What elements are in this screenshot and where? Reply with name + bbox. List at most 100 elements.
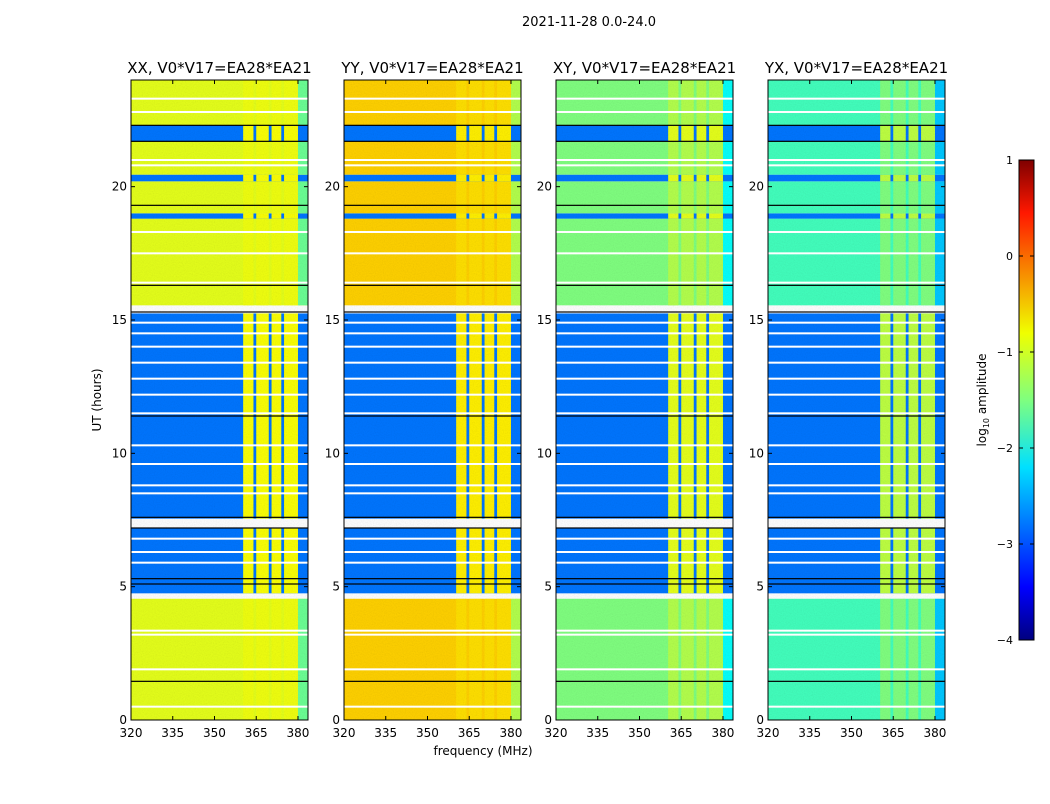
flag-line: [768, 492, 945, 495]
black-line: [344, 204, 521, 206]
y-axis-label: UT (hours): [90, 368, 104, 431]
flag-line: [768, 412, 945, 415]
flag-line: [768, 393, 945, 396]
flag-line: [344, 633, 521, 636]
flag-line: [768, 561, 945, 564]
y-tick-label: 5: [544, 580, 552, 594]
flag-line: [131, 361, 308, 364]
colorbar-label: log10 amplitude: [975, 354, 991, 447]
y-tick-label: 20: [112, 180, 127, 194]
colorbar-tick-label: −2: [997, 442, 1013, 455]
flag-line: [768, 463, 945, 465]
flag-line: [556, 345, 733, 348]
black-line: [344, 284, 521, 286]
colorbar-tick-label: 1: [1006, 154, 1013, 167]
x-tick-label: 320: [757, 726, 780, 740]
noise-overlay: [768, 80, 945, 720]
y-tick-label: 20: [537, 180, 552, 194]
black-line: [768, 415, 945, 417]
heatmap-panel: YY, V0*V17=EA28*EA21 320 335 350 365 380 0 5 10 1…: [325, 59, 524, 740]
y-tick-label: 15: [537, 313, 552, 327]
panel-title: YX, V0*V17=EA28*EA21: [764, 59, 948, 77]
x-tick-label: 320: [333, 726, 356, 740]
y-tick-label: 10: [537, 446, 552, 460]
x-tick-label: 380: [712, 726, 735, 740]
flag-line: [344, 281, 521, 284]
y-tick-label: 10: [112, 446, 127, 460]
y-tick-label: 5: [332, 580, 340, 594]
flag-line: [131, 484, 308, 487]
y-tick-label: 15: [325, 313, 340, 327]
panel-frame: [555, 79, 734, 721]
y-tick-label: 0: [119, 713, 127, 727]
black-line: [344, 578, 521, 580]
x-tick-label: 335: [798, 726, 821, 740]
flag-line: [556, 321, 733, 324]
x-tick-label: 350: [203, 726, 226, 740]
flag-line: [344, 668, 521, 671]
black-line: [768, 516, 945, 518]
flag-line: [344, 361, 521, 364]
black-line: [131, 124, 308, 126]
flag-line: [344, 97, 521, 100]
flag-line: [556, 393, 733, 396]
flag-line: [344, 561, 521, 564]
y-tick-label: 5: [756, 580, 764, 594]
flag-line: [768, 668, 945, 671]
black-line: [131, 284, 308, 286]
x-tick-label: 335: [586, 726, 609, 740]
panel-frame: [343, 79, 522, 721]
flag-line: [131, 111, 308, 113]
x-tick-label: 350: [416, 726, 439, 740]
flag-line: [768, 484, 945, 487]
flag-line: [131, 164, 308, 167]
flag-line: [768, 537, 945, 540]
flag-line: [131, 537, 308, 540]
black-line: [768, 140, 945, 142]
x-tick-label: 380: [500, 726, 523, 740]
black-line: [344, 583, 521, 585]
flag-line: [131, 159, 308, 161]
black-line: [768, 284, 945, 286]
flag-line: [131, 705, 308, 708]
flag-line: [556, 629, 733, 632]
flag-line: [131, 231, 308, 233]
flag-line: [131, 412, 308, 415]
x-tick-label: 365: [458, 726, 481, 740]
colorbar: log10 amplitude −4 −3 −2 −1 0 1: [975, 154, 1035, 647]
black-line: [556, 124, 733, 126]
flag-line: [344, 444, 521, 447]
heatmap-panel: YX, V0*V17=EA28*EA21 320 335 350 365 380 0 5 10 1…: [749, 59, 948, 740]
flag-line: [131, 463, 308, 465]
flag-line: [344, 629, 521, 632]
black-line: [768, 578, 945, 580]
black-line: [131, 583, 308, 585]
black-line: [556, 578, 733, 580]
black-line: [556, 680, 733, 682]
flag-line: [344, 463, 521, 465]
flag-line: [556, 361, 733, 364]
flag-line: [556, 164, 733, 167]
panel-frame: [767, 79, 946, 721]
flag-line: [556, 668, 733, 671]
flag-line: [344, 164, 521, 167]
x-tick-label: 365: [245, 726, 268, 740]
flag-line: [131, 633, 308, 636]
flag-line: [344, 705, 521, 708]
black-line: [131, 415, 308, 417]
flag-line: [131, 345, 308, 348]
flag-line: [768, 633, 945, 636]
black-line: [556, 583, 733, 585]
colorbar-tick-label: −4: [997, 634, 1013, 647]
flag-line: [131, 561, 308, 564]
black-line: [768, 680, 945, 682]
black-line: [131, 680, 308, 682]
black-line: [131, 527, 308, 529]
black-line: [768, 204, 945, 206]
flag-line: [131, 332, 308, 335]
flag-line: [556, 97, 733, 100]
flag-line: [556, 444, 733, 447]
black-line: [344, 415, 521, 417]
